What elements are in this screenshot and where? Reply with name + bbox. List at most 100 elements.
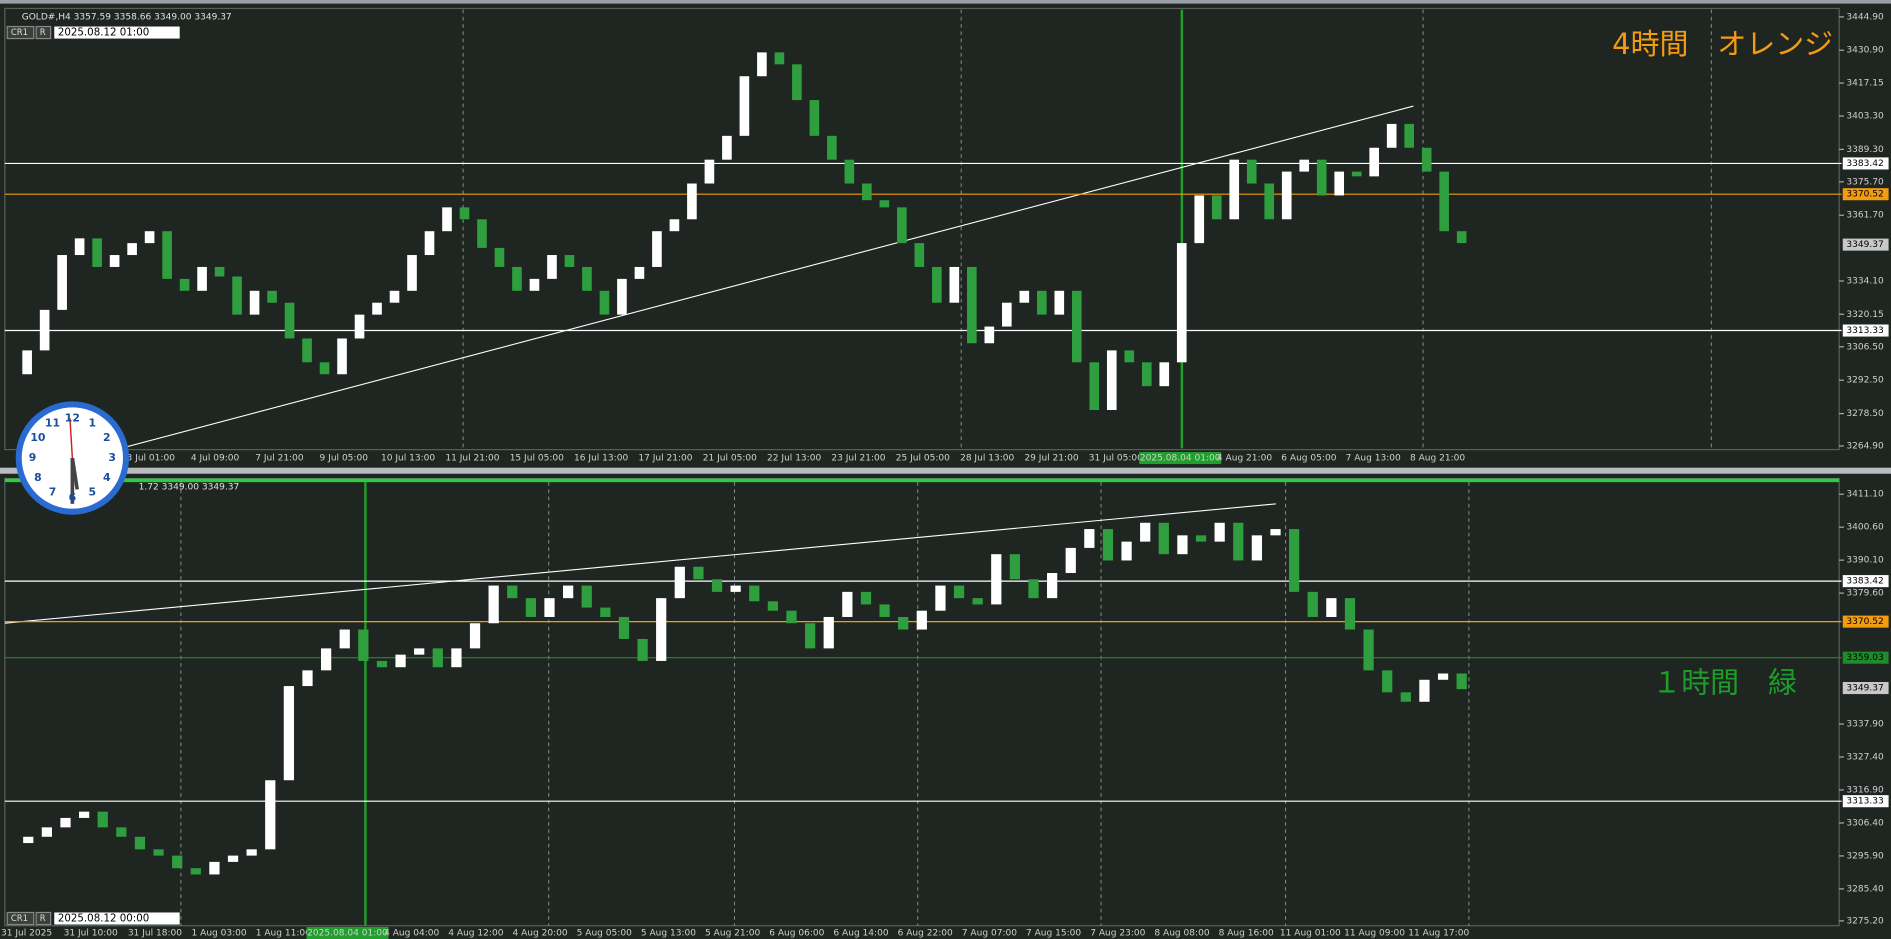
candle <box>1439 171 1449 232</box>
timestamp: 2025.08.12 01:00 <box>58 27 149 39</box>
candle <box>844 159 855 184</box>
y-tick-label: 3389.30 <box>1846 145 1884 155</box>
x-tick-label: 1 Aug 03:00 <box>192 928 247 938</box>
candle <box>1382 670 1393 693</box>
candle <box>637 638 648 661</box>
level-box <box>1842 238 1889 251</box>
x-tick-label: 4 Jul 09:00 <box>191 454 240 464</box>
candle <box>1363 629 1374 671</box>
candle <box>153 849 164 856</box>
candle <box>809 100 820 136</box>
candle <box>1326 598 1337 617</box>
candle <box>898 616 909 630</box>
y-tick-label: 3390.10 <box>1846 556 1884 566</box>
timestamp-box <box>54 912 180 925</box>
candle <box>1211 195 1222 220</box>
candle <box>320 648 332 671</box>
candle <box>1177 535 1188 555</box>
clock-numeral: 11 <box>45 417 60 430</box>
x-tick-label: 9 Jul 05:00 <box>320 454 369 464</box>
x-tick-label: 31 Jul 18:00 <box>128 928 182 938</box>
candle <box>600 607 611 617</box>
candle <box>477 219 487 248</box>
level-box <box>1842 324 1889 337</box>
x-tick-label: 5 Aug 05:00 <box>577 928 632 938</box>
candle <box>544 598 555 617</box>
candle <box>722 135 732 160</box>
candle <box>339 629 350 649</box>
x-tick-label: 11 Aug 09:00 <box>1344 928 1405 938</box>
candle <box>1369 147 1380 177</box>
y-tick-label: 3306.40 <box>1846 818 1884 828</box>
candle <box>1140 522 1151 542</box>
candle <box>494 247 505 267</box>
level-box <box>1842 615 1889 628</box>
candle <box>432 648 443 668</box>
candle <box>704 159 715 184</box>
candle <box>512 266 522 291</box>
candle <box>451 648 462 668</box>
candle <box>372 302 382 315</box>
candle <box>767 601 779 611</box>
y-tick-label: 3417.15 <box>1846 79 1883 89</box>
candle <box>1019 290 1030 303</box>
x-tick-label: 11 Aug 17:00 <box>1408 928 1469 938</box>
candle <box>1158 522 1169 555</box>
candle <box>1089 362 1100 410</box>
candle <box>687 183 697 220</box>
candle <box>823 616 834 649</box>
candle <box>1002 302 1012 327</box>
x-tick-label: 7 Aug 23:00 <box>1090 928 1145 938</box>
x-tick-label: 8 Aug 08:00 <box>1154 928 1209 938</box>
annotation: １時間 緑 <box>1652 666 1797 700</box>
cr-box <box>6 911 35 926</box>
chart-layer: 3444.90 3430.90 3417.15 3403.30 3389.30 3375.… <box>1 12 1889 939</box>
candle <box>172 855 183 869</box>
candle <box>991 554 1002 605</box>
candle <box>209 861 220 875</box>
level-label: 3359.03 <box>1846 653 1884 663</box>
y-tick-label: 3411.10 <box>1846 490 1884 500</box>
x-tick-label: 7 Aug 07:00 <box>962 928 1017 938</box>
candle <box>669 219 680 232</box>
candle <box>267 290 277 303</box>
x-tick-label: 4 Aug 12:00 <box>448 928 503 938</box>
candle <box>1386 123 1397 148</box>
candle <box>23 836 34 844</box>
candle <box>92 238 102 267</box>
clock-numeral: 6 <box>69 491 77 504</box>
candle <box>618 616 630 639</box>
candle <box>507 585 518 599</box>
candle <box>897 207 907 244</box>
candle <box>179 278 190 291</box>
candle <box>1419 679 1430 702</box>
annotation: 4時間 オレンジ <box>1612 27 1833 61</box>
y-tick-label: 3375.70 <box>1846 177 1884 187</box>
y-tick-label: 3320.15 <box>1846 310 1883 320</box>
candle <box>284 302 295 339</box>
clock-numeral: 2 <box>103 431 111 444</box>
candle <box>1289 529 1300 592</box>
clock-numeral: 5 <box>88 485 96 498</box>
candle <box>246 849 257 856</box>
candle <box>730 585 741 592</box>
clock-numeral: 7 <box>49 485 57 498</box>
candle <box>395 654 406 668</box>
candle <box>354 314 365 339</box>
candle <box>1106 350 1117 410</box>
candle <box>967 266 977 344</box>
level-box <box>1842 682 1889 695</box>
x-label-highlight <box>306 926 389 939</box>
x-tick-label: 4 Aug 21:00 <box>1217 454 1272 464</box>
candle <box>1264 183 1275 220</box>
x-tick-label: 7 Aug 15:00 <box>1026 928 1081 938</box>
candle <box>1334 171 1345 196</box>
candle <box>424 231 435 256</box>
x-tick-label: 7 Jul 21:00 <box>255 454 304 464</box>
candle <box>302 670 313 687</box>
candle <box>1456 673 1467 690</box>
candle <box>1246 159 1257 184</box>
candle <box>389 290 400 303</box>
candle <box>74 238 85 256</box>
